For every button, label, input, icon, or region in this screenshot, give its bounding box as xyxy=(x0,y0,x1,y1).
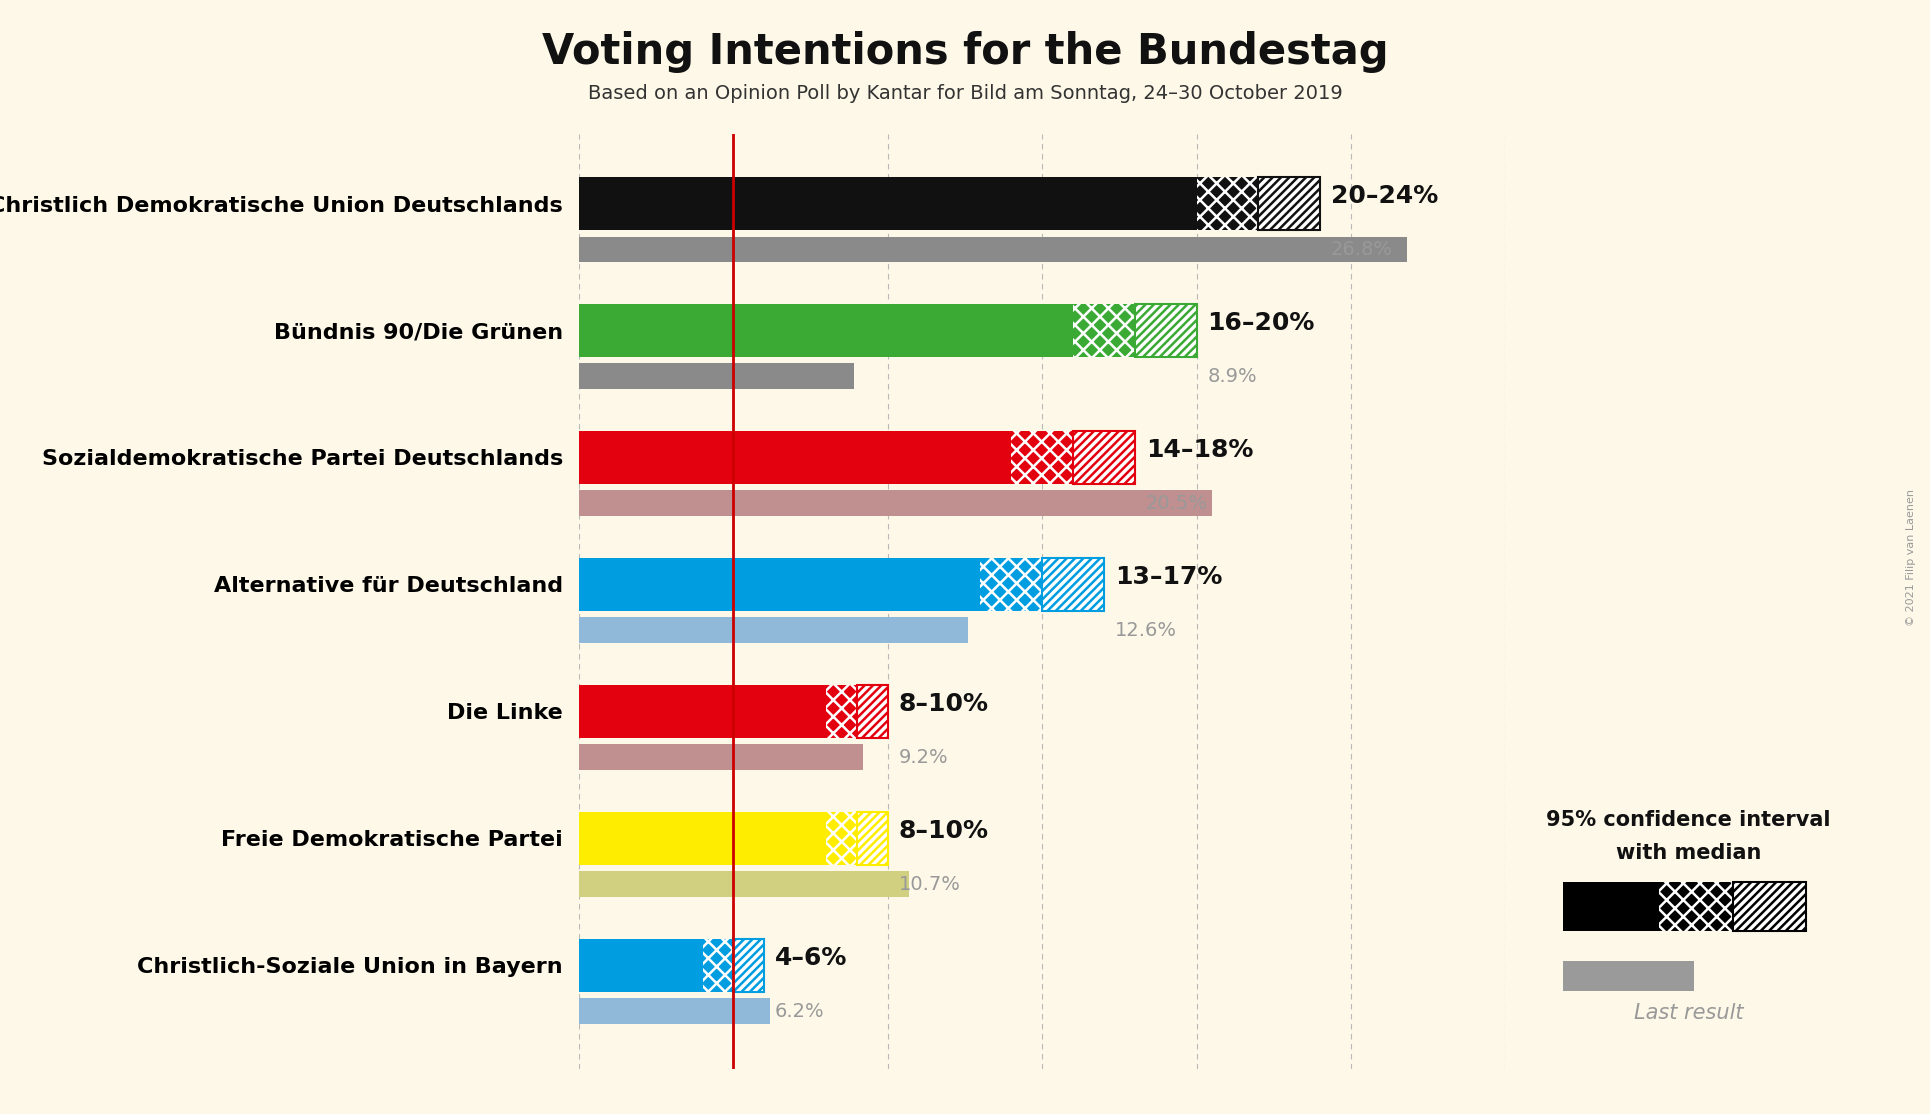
Bar xyxy=(1563,960,1693,991)
Bar xyxy=(1042,558,1104,612)
Bar xyxy=(1660,882,1733,931)
Text: Last result: Last result xyxy=(1635,1003,1743,1023)
Bar xyxy=(1258,177,1320,231)
Bar xyxy=(1011,431,1073,485)
Text: 6.2%: 6.2% xyxy=(776,1001,824,1020)
Bar xyxy=(1073,304,1135,358)
Text: 20.5%: 20.5% xyxy=(1146,494,1208,512)
Bar xyxy=(579,431,1011,485)
Text: 14–18%: 14–18% xyxy=(1146,438,1253,462)
Bar xyxy=(579,812,826,864)
Text: 8–10%: 8–10% xyxy=(899,819,988,842)
Bar xyxy=(980,558,1042,612)
Bar xyxy=(826,812,857,864)
Bar xyxy=(857,812,888,864)
Bar xyxy=(579,363,853,389)
Text: 4–6%: 4–6% xyxy=(776,946,847,969)
Text: Based on an Opinion Poll by Kantar for Bild am Sonntag, 24–30 October 2019: Based on an Opinion Poll by Kantar for B… xyxy=(587,84,1343,102)
Text: 9.2%: 9.2% xyxy=(899,747,948,766)
Bar xyxy=(579,617,969,643)
Bar xyxy=(1042,558,1104,612)
Text: © 2021 Filip van Laenen: © 2021 Filip van Laenen xyxy=(1907,489,1916,625)
Bar xyxy=(857,685,888,739)
Bar xyxy=(1073,431,1135,485)
Bar xyxy=(1197,177,1258,231)
Bar xyxy=(579,744,863,770)
Bar xyxy=(703,939,733,991)
Text: 8–10%: 8–10% xyxy=(899,692,988,716)
Text: 95% confidence interval: 95% confidence interval xyxy=(1546,810,1832,830)
Bar xyxy=(1073,431,1135,485)
Bar xyxy=(857,685,888,739)
Text: with median: with median xyxy=(1615,843,1762,863)
Bar xyxy=(579,871,909,897)
Bar xyxy=(1197,177,1258,231)
Text: Voting Intentions for the Bundestag: Voting Intentions for the Bundestag xyxy=(542,31,1388,74)
Bar xyxy=(1135,304,1197,358)
Bar xyxy=(1011,431,1073,485)
Text: 12.6%: 12.6% xyxy=(1116,620,1177,639)
Bar xyxy=(826,685,857,739)
Text: 20–24%: 20–24% xyxy=(1332,184,1438,208)
Bar xyxy=(579,685,826,739)
Bar xyxy=(1563,882,1660,931)
Bar xyxy=(1135,304,1197,358)
Bar xyxy=(1733,882,1806,931)
Text: 26.8%: 26.8% xyxy=(1332,240,1393,258)
Bar xyxy=(579,236,1407,262)
Text: 16–20%: 16–20% xyxy=(1208,311,1314,335)
Bar xyxy=(826,812,857,864)
Text: 10.7%: 10.7% xyxy=(899,874,961,893)
Text: 8.9%: 8.9% xyxy=(1208,367,1256,385)
Text: 13–17%: 13–17% xyxy=(1116,565,1222,589)
Bar xyxy=(579,558,980,612)
Bar xyxy=(826,685,857,739)
Bar xyxy=(703,939,733,991)
Bar xyxy=(579,490,1212,516)
Bar xyxy=(579,939,703,991)
Bar xyxy=(579,177,1197,231)
Bar xyxy=(1258,177,1320,231)
Bar xyxy=(579,998,770,1024)
Bar xyxy=(980,558,1042,612)
Bar xyxy=(1073,304,1135,358)
Bar xyxy=(579,304,1073,358)
Bar xyxy=(733,939,764,991)
Bar xyxy=(857,812,888,864)
Bar xyxy=(733,939,764,991)
